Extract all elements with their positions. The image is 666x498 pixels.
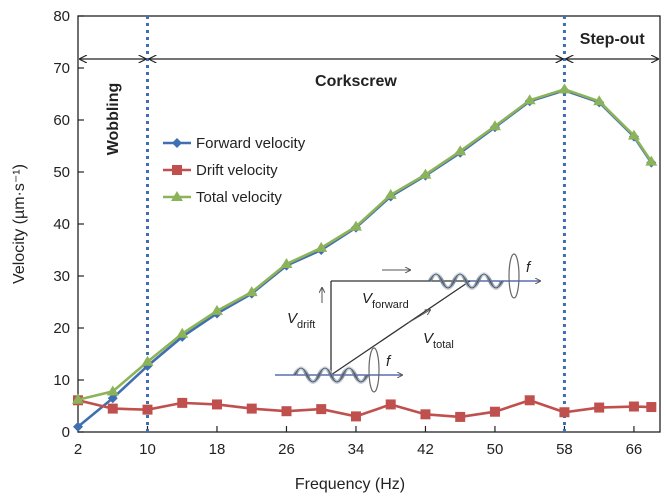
x-tick-label: 66 bbox=[626, 441, 643, 458]
data-point-triangle bbox=[72, 393, 84, 404]
y-tick-label: 30 bbox=[53, 268, 70, 285]
legend: Forward velocity Drift velocity Total velo… bbox=[163, 135, 306, 206]
x-tick-label: 34 bbox=[348, 441, 365, 458]
data-point-square bbox=[559, 407, 570, 418]
v-drift-label: Vdrift bbox=[287, 310, 315, 331]
y-tick-label: 40 bbox=[53, 216, 70, 233]
legend-label: Total velocity bbox=[196, 189, 282, 206]
data-point-triangle bbox=[384, 188, 397, 199]
data-point-triangle bbox=[141, 355, 154, 366]
data-point-square bbox=[524, 395, 535, 406]
total-vector-line bbox=[330, 280, 471, 376]
data-series bbox=[72, 83, 658, 432]
v-total-label: Vtotal bbox=[423, 330, 454, 351]
y-axis-label: Velocity (µm·s⁻¹) bbox=[11, 164, 28, 284]
helix-icon-lower: f bbox=[275, 347, 402, 393]
x-axis-label: Frequency (Hz) bbox=[295, 476, 405, 493]
y-tick-label: 20 bbox=[53, 320, 70, 337]
data-point-square bbox=[628, 401, 639, 412]
y-tick-label: 80 bbox=[53, 8, 70, 25]
data-point-triangle bbox=[210, 304, 223, 315]
data-point-triangle bbox=[645, 155, 658, 166]
data-point-square bbox=[172, 165, 182, 175]
x-tick-label: 42 bbox=[417, 441, 434, 458]
total-arrow-icon bbox=[407, 310, 430, 324]
series-line bbox=[77, 398, 652, 419]
data-point-square bbox=[107, 403, 118, 414]
data-point-triangle bbox=[106, 385, 119, 396]
region-label: Wobbling bbox=[105, 83, 122, 156]
region-label: Step-out bbox=[580, 31, 646, 48]
data-point-square bbox=[455, 411, 466, 422]
y-tick-label: 50 bbox=[53, 164, 70, 181]
f-label-upper: f bbox=[526, 259, 532, 276]
data-point-square bbox=[646, 402, 657, 413]
data-point-square bbox=[142, 404, 153, 415]
data-point-diamond bbox=[172, 138, 182, 148]
x-tick-label: 58 bbox=[556, 441, 573, 458]
data-point-square bbox=[281, 406, 292, 417]
x-axis: 2 10 18 26 34 42 50 58 66 bbox=[74, 426, 642, 458]
series-line bbox=[77, 87, 653, 402]
legend-label: Forward velocity bbox=[196, 135, 306, 152]
data-point-triangle bbox=[349, 220, 362, 231]
v-forward-label: Vforward bbox=[362, 290, 409, 311]
data-point-square bbox=[385, 399, 396, 410]
x-tick-label: 26 bbox=[278, 441, 295, 458]
data-point-triangle bbox=[454, 145, 467, 156]
data-point-triangle bbox=[488, 120, 501, 131]
data-point-triangle bbox=[627, 129, 640, 140]
x-tick-label: 2 bbox=[74, 441, 82, 458]
y-tick-label: 60 bbox=[53, 112, 70, 129]
data-point-triangle bbox=[245, 286, 258, 297]
data-point-triangle bbox=[280, 258, 293, 269]
data-point-square bbox=[316, 404, 327, 415]
x-tick-label: 18 bbox=[209, 441, 226, 458]
y-tick-label: 10 bbox=[53, 372, 70, 389]
data-point-square bbox=[489, 406, 500, 417]
regime-annotations: Wobbling Corkscrew Step-out bbox=[80, 31, 658, 155]
data-point-triangle bbox=[419, 168, 432, 179]
data-point-diamond bbox=[107, 393, 118, 404]
series-square bbox=[73, 395, 657, 422]
data-point-square bbox=[211, 399, 222, 410]
data-point-triangle bbox=[558, 83, 571, 94]
data-point-triangle bbox=[176, 327, 189, 338]
data-point-diamond bbox=[73, 421, 83, 432]
x-tick-label: 50 bbox=[487, 441, 504, 458]
helix-icon-upper: f bbox=[428, 253, 540, 299]
data-point-triangle bbox=[171, 191, 183, 201]
data-point-square bbox=[350, 411, 361, 422]
velocity-schematic: Vdrift Vforward Vtotal f f bbox=[275, 253, 540, 393]
y-tick-label: 70 bbox=[53, 60, 70, 77]
data-point-square bbox=[177, 397, 188, 408]
x-tick-label: 10 bbox=[139, 441, 156, 458]
series-triangle bbox=[72, 83, 658, 404]
legend-label: Drift velocity bbox=[196, 162, 278, 179]
y-tick-label: 0 bbox=[62, 424, 70, 441]
f-label-lower: f bbox=[386, 353, 392, 370]
data-point-square bbox=[594, 402, 605, 413]
data-point-triangle bbox=[315, 241, 328, 252]
data-point-triangle bbox=[593, 95, 606, 106]
data-point-square bbox=[246, 403, 257, 414]
data-point-triangle bbox=[523, 94, 536, 105]
y-axis: 0 10 20 30 40 50 60 70 80 bbox=[53, 8, 84, 441]
region-label: Corkscrew bbox=[315, 73, 397, 90]
data-point-square bbox=[420, 409, 431, 420]
